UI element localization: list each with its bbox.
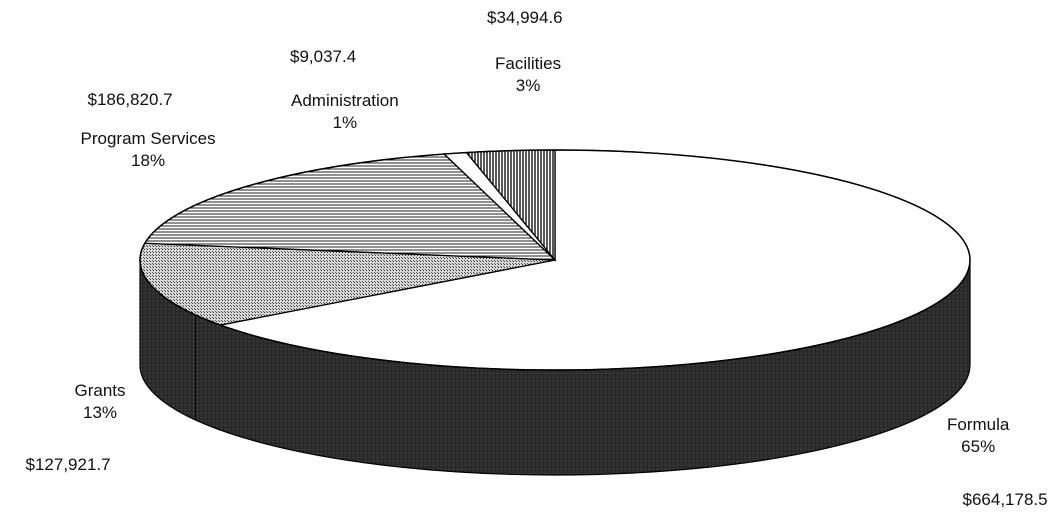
slice-label-facilities: Facilities 3%	[495, 53, 561, 97]
slice-percent-formula: 65%	[961, 437, 996, 456]
slice-amount-grants: $127,921.7	[25, 455, 111, 474]
slice-amount-facilities: $34,994.6	[487, 8, 563, 27]
slice-name-formula: Formula	[947, 415, 1010, 434]
slice-percent-facilities: 3%	[515, 76, 541, 95]
slice-name-administration: Administration	[291, 91, 399, 110]
slice-amount-administration: $9,037.4	[290, 47, 357, 66]
slice-percent-program-services: 18%	[131, 151, 166, 170]
slice-percent-grants: 13%	[83, 403, 118, 422]
slice-amount-formula: $664,178.5	[962, 490, 1048, 509]
slice-label-administration: Administration 1%	[291, 90, 399, 134]
slice-name-facilities: Facilities	[495, 54, 562, 73]
slice-label-grants: Grants 13%	[75, 380, 126, 424]
slice-amount-program-services: $186,820.7	[87, 90, 173, 109]
slice-name-grants: Grants	[74, 381, 126, 400]
slice-label-program-services: Program Services 18%	[81, 128, 216, 172]
slice-percent-administration: 1%	[332, 113, 358, 132]
slice-label-formula: Formula 65%	[947, 414, 1009, 458]
slice-name-program-services: Program Services	[80, 129, 216, 148]
pie-top-rim	[139, 149, 971, 371]
